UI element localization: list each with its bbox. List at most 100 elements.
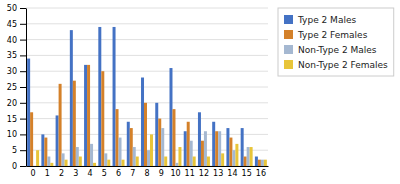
tick: 9 <box>159 166 164 178</box>
tick-mark <box>20 71 26 72</box>
bar <box>232 150 235 166</box>
bar <box>190 141 193 166</box>
tick-label: 15 <box>242 169 252 178</box>
bar <box>198 112 201 166</box>
tick: 8 <box>144 166 149 178</box>
bar <box>84 65 87 166</box>
legend-label: Non-Type 2 Females <box>298 60 388 70</box>
bar <box>59 84 62 166</box>
bar <box>184 131 187 166</box>
chart: 0510152025303540455001234567891011121314… <box>0 0 400 184</box>
tick-mark <box>20 103 26 104</box>
tick: 25 <box>7 83 26 92</box>
bar <box>41 134 44 166</box>
tick-label: 13 <box>213 169 223 178</box>
bar <box>36 150 39 166</box>
tick-label: 0 <box>12 162 17 171</box>
bar <box>247 147 250 166</box>
bar <box>201 141 204 166</box>
bar <box>161 128 164 166</box>
tick-mark <box>20 87 26 88</box>
tick-mark <box>20 166 26 167</box>
tick-label: 8 <box>144 169 149 178</box>
tick: 10 <box>7 130 26 139</box>
tick-label: 11 <box>185 169 195 178</box>
tick: 35 <box>7 51 26 60</box>
tick: 1 <box>45 166 50 178</box>
bar <box>255 157 258 166</box>
tick-label: 50 <box>7 4 17 13</box>
bar <box>178 147 181 166</box>
bar <box>204 131 207 166</box>
tick: 0 <box>31 166 36 178</box>
series <box>30 65 261 166</box>
bar <box>113 27 116 166</box>
tick-mark <box>20 55 26 56</box>
bar <box>107 160 110 166</box>
tick-label: 35 <box>7 51 17 60</box>
bar <box>193 157 196 166</box>
tick-label: 45 <box>7 20 17 29</box>
tick-mark <box>20 40 26 41</box>
tick-label: 30 <box>7 67 17 76</box>
legend-item: Type 2 Males <box>284 15 356 25</box>
legend-swatch <box>284 15 293 24</box>
bar <box>30 112 33 166</box>
legend-frame <box>278 8 394 76</box>
grid <box>26 8 268 166</box>
bar <box>218 131 221 166</box>
bar <box>65 160 68 166</box>
grid-line <box>26 55 268 56</box>
x-axis: 012345678910111213141516 <box>27 166 269 178</box>
bar <box>119 138 122 166</box>
tick: 45 <box>7 20 26 29</box>
bar <box>90 144 93 166</box>
tick-label: 5 <box>12 146 17 155</box>
tick: 50 <box>7 4 26 13</box>
tick-label: 10 <box>170 169 180 178</box>
legend: Type 2 Males Type 2 Females Non-Type 2 Mal… <box>278 8 394 76</box>
bar <box>56 115 59 166</box>
tick: 15 <box>7 115 26 124</box>
bar <box>93 163 96 166</box>
legend-swatch <box>284 45 293 54</box>
bar <box>187 122 190 166</box>
bar <box>116 109 119 166</box>
legend-label: Non-Type 2 Males <box>298 45 377 55</box>
tick: 4 <box>88 166 93 178</box>
grid-line <box>26 23 268 24</box>
bar <box>158 119 161 166</box>
series <box>27 27 258 166</box>
legend-item: Type 2 Females <box>284 30 368 40</box>
bar <box>221 153 224 166</box>
bar <box>215 131 218 166</box>
tick: 0 <box>12 162 26 171</box>
tick: 20 <box>7 99 26 108</box>
tick: 16 <box>256 166 266 178</box>
axis-line <box>26 9 27 167</box>
bar <box>226 128 229 166</box>
tick-label: 14 <box>227 169 237 178</box>
bar <box>235 144 238 166</box>
y-axis: 0 5 10 15 20 25 30 35 40 45 50 <box>7 4 27 171</box>
tick: 40 <box>7 36 26 45</box>
bar <box>164 157 167 166</box>
bar <box>229 138 232 166</box>
tick: 7 <box>130 166 135 178</box>
tick: 2 <box>59 166 64 178</box>
bar <box>87 65 90 166</box>
bar <box>98 27 101 166</box>
tick-label: 40 <box>7 36 17 45</box>
bar <box>147 150 150 166</box>
tick-label: 15 <box>7 115 17 124</box>
bar <box>172 109 175 166</box>
bar <box>27 59 30 166</box>
bar <box>150 134 153 166</box>
plot: 0510152025303540455001234567891011121314… <box>7 4 269 178</box>
tick-mark <box>20 119 26 120</box>
tick: 11 <box>185 166 195 178</box>
series <box>47 128 264 166</box>
bar <box>258 160 261 166</box>
legend-swatch <box>284 60 293 69</box>
tick: 5 <box>102 166 107 178</box>
